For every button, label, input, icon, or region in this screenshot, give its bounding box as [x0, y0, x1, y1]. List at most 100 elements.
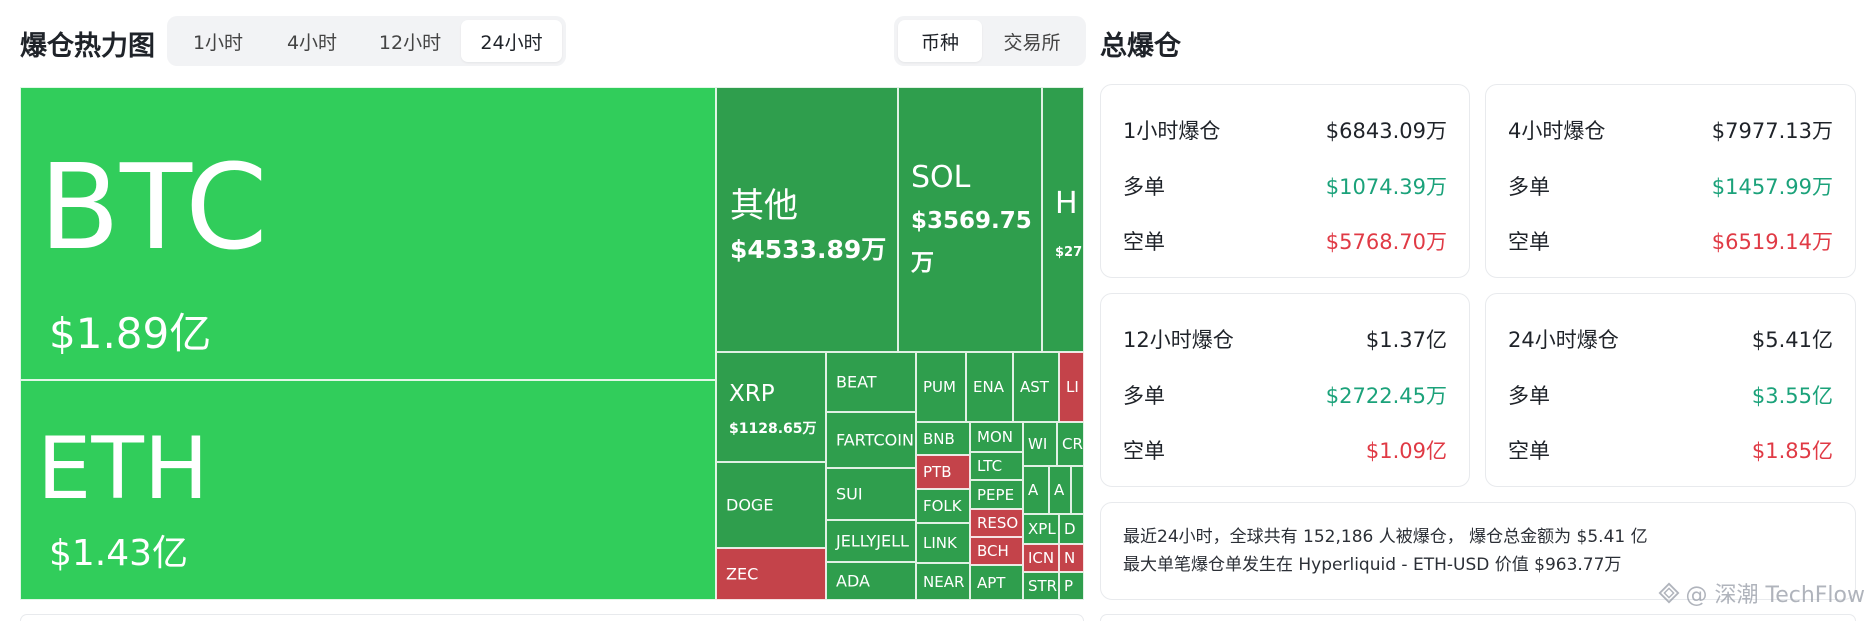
treemap-tile-cr[interactable]: CR	[1057, 422, 1084, 466]
total-liquidation-title: 总爆仓	[1100, 31, 1181, 62]
treemap-tile-mon[interactable]: MON	[970, 422, 1023, 452]
long-label: 多单	[1508, 384, 1550, 408]
short-label: 空单	[1123, 439, 1165, 463]
treemap-tile-apt[interactable]: APT	[970, 565, 1023, 600]
treemap-tile-reso[interactable]: RESO	[970, 509, 1023, 537]
tile-symbol: SUI	[836, 484, 863, 504]
tile-symbol: ZEC	[726, 564, 759, 584]
short-label: 空单	[1508, 230, 1550, 254]
card-total: $7977.13万	[1711, 119, 1833, 143]
treemap-tile-li[interactable]: LI	[1059, 352, 1084, 422]
short-label: 空单	[1508, 439, 1550, 463]
treemap-tile-p[interactable]: P	[1059, 572, 1084, 600]
tile-symbol: BTC	[39, 138, 268, 276]
treemap-tile-sol[interactable]: SOL $3569.75 万	[898, 87, 1042, 352]
treemap-tile-bch[interactable]: BCH	[970, 537, 1023, 565]
tile-symbol: NEAR	[923, 572, 965, 591]
treemap-tile-str[interactable]: STR	[1023, 572, 1059, 600]
treemap-tile-link[interactable]: LINK	[916, 523, 970, 563]
long-value: $1074.39万	[1325, 175, 1447, 199]
card-label: 1小时爆仓	[1123, 119, 1221, 143]
tile-symbol: STR	[1028, 577, 1058, 595]
tile-symbol: WI	[1028, 435, 1048, 453]
treemap-tile-fartcoin[interactable]: FARTCOIN	[826, 412, 916, 468]
card-label: 12小时爆仓	[1123, 328, 1234, 352]
tab-by-exchange[interactable]: 交易所	[1003, 31, 1061, 54]
tile-symbol: CR	[1062, 435, 1083, 453]
treemap-tile-wi[interactable]: WI	[1023, 422, 1057, 466]
treemap-tile-ada[interactable]: ADA	[826, 562, 916, 600]
tile-symbol: LI	[1066, 378, 1079, 396]
long-value: $3.55亿	[1751, 384, 1833, 408]
treemap-tile-sui[interactable]: SUI	[826, 468, 916, 520]
tab-24h[interactable]: 24小时	[461, 20, 562, 62]
tile-amount: $1.89亿	[49, 309, 212, 358]
treemap-tile-folk[interactable]: FOLK	[916, 489, 970, 523]
tile-symbol: LINK	[923, 534, 957, 552]
treemap-tile-icn[interactable]: ICN	[1023, 544, 1059, 572]
tile-amount-line1: $3569.75	[911, 208, 1032, 234]
treemap-tile-ltc[interactable]: LTC	[970, 452, 1023, 480]
tile-symbol: P	[1064, 577, 1074, 595]
tile-amount: $1.43亿	[49, 533, 189, 574]
treemap-tile-ptb[interactable]: PTB	[916, 455, 970, 489]
treemap-tile-pepe[interactable]: PEPE	[970, 480, 1023, 509]
tab-12h[interactable]: 12小时	[378, 31, 442, 54]
treemap-tile-jellyjelly[interactable]: JELLYJELL	[826, 520, 916, 562]
card-total: $5.41亿	[1751, 328, 1833, 352]
tile-amount: $27	[1055, 245, 1083, 260]
treemap-tile-xpl[interactable]: XPL	[1023, 514, 1059, 544]
tab-1h[interactable]: 1小时	[192, 31, 244, 54]
tile-symbol: BEAT	[836, 372, 877, 392]
tile-symbol: FARTCOIN	[836, 430, 914, 450]
card-total: $1.37亿	[1365, 328, 1447, 352]
next-section-edge-right	[1100, 614, 1856, 621]
treemap-tile-near[interactable]: NEAR	[916, 563, 970, 600]
tile-symbol: BCH	[977, 542, 1009, 560]
tile-symbol: FOLK	[923, 497, 962, 515]
long-label: 多单	[1123, 384, 1165, 408]
card-total: $6843.09万	[1325, 119, 1447, 143]
card-4h: 4小时爆仓 $7977.13万 多单 $1457.99万 空单 $6519.14…	[1485, 84, 1856, 278]
treemap-tile-other[interactable]: 其他 $4533.89万	[716, 87, 898, 352]
card-12h: 12小时爆仓 $1.37亿 多单 $2722.45万 空单 $1.09亿	[1100, 293, 1470, 487]
short-value: $6519.14万	[1711, 230, 1833, 254]
treemap-tile-eth[interactable]: ETH $1.43亿	[20, 380, 716, 600]
treemap-tile-d[interactable]: D	[1059, 514, 1084, 544]
treemap-tile-a2[interactable]: A	[1049, 466, 1071, 514]
tile-symbol: ADA	[836, 571, 870, 591]
treemap-tile-pump[interactable]: PUM	[916, 352, 966, 422]
tile-symbol: BNB	[923, 429, 955, 448]
short-label: 空单	[1123, 230, 1165, 254]
treemap-tile-tiny-1[interactable]	[1071, 466, 1084, 514]
treemap-tile-a1[interactable]: A	[1023, 466, 1049, 514]
summary-line-1: 最近24小时，全球共有 152,186 人被爆仓， 爆仓总金额为 $5.41 亿	[1123, 527, 1648, 547]
next-section-edge	[20, 614, 1084, 621]
treemap-tile-n[interactable]: N	[1059, 544, 1084, 572]
tile-symbol: D	[1064, 520, 1076, 538]
tile-symbol: LTC	[977, 457, 1003, 475]
treemap-tile-ena[interactable]: ENA	[966, 352, 1013, 422]
grouping-selector: 币种 交易所	[894, 16, 1086, 66]
short-value: $1.09亿	[1365, 439, 1447, 463]
treemap-tile-doge[interactable]: DOGE	[716, 462, 826, 548]
tab-4h[interactable]: 4小时	[286, 31, 338, 54]
tile-symbol: AST	[1020, 378, 1049, 396]
tile-amount: $4533.89万	[730, 235, 887, 264]
liquidation-treemap: BTC $1.89亿 ETH $1.43亿 其他 $4533.89万 SOL $…	[20, 87, 1084, 600]
tile-symbol: XPL	[1028, 520, 1056, 538]
treemap-tile-zec[interactable]: ZEC	[716, 548, 826, 600]
tile-symbol: ENA	[973, 378, 1004, 396]
card-1h: 1小时爆仓 $6843.09万 多单 $1074.39万 空单 $5768.70…	[1100, 84, 1470, 278]
heatmap-title: 爆仓热力图	[20, 31, 155, 62]
treemap-tile-btc[interactable]: BTC $1.89亿	[20, 87, 716, 380]
treemap-tile-beat[interactable]: BEAT	[826, 352, 916, 412]
treemap-tile-bnb[interactable]: BNB	[916, 422, 970, 455]
treemap-tile-hype[interactable]: H $27	[1042, 87, 1084, 352]
tab-by-coin[interactable]: 币种	[898, 20, 982, 62]
watermark-text: @ 深潮 TechFlow	[1685, 583, 1865, 608]
liquidation-summary: 最近24小时，全球共有 152,186 人被爆仓， 爆仓总金额为 $5.41 亿…	[1100, 502, 1856, 600]
short-value: $5768.70万	[1325, 230, 1447, 254]
treemap-tile-aster[interactable]: AST	[1013, 352, 1059, 422]
treemap-tile-xrp[interactable]: XRP $1128.65万	[716, 352, 826, 462]
